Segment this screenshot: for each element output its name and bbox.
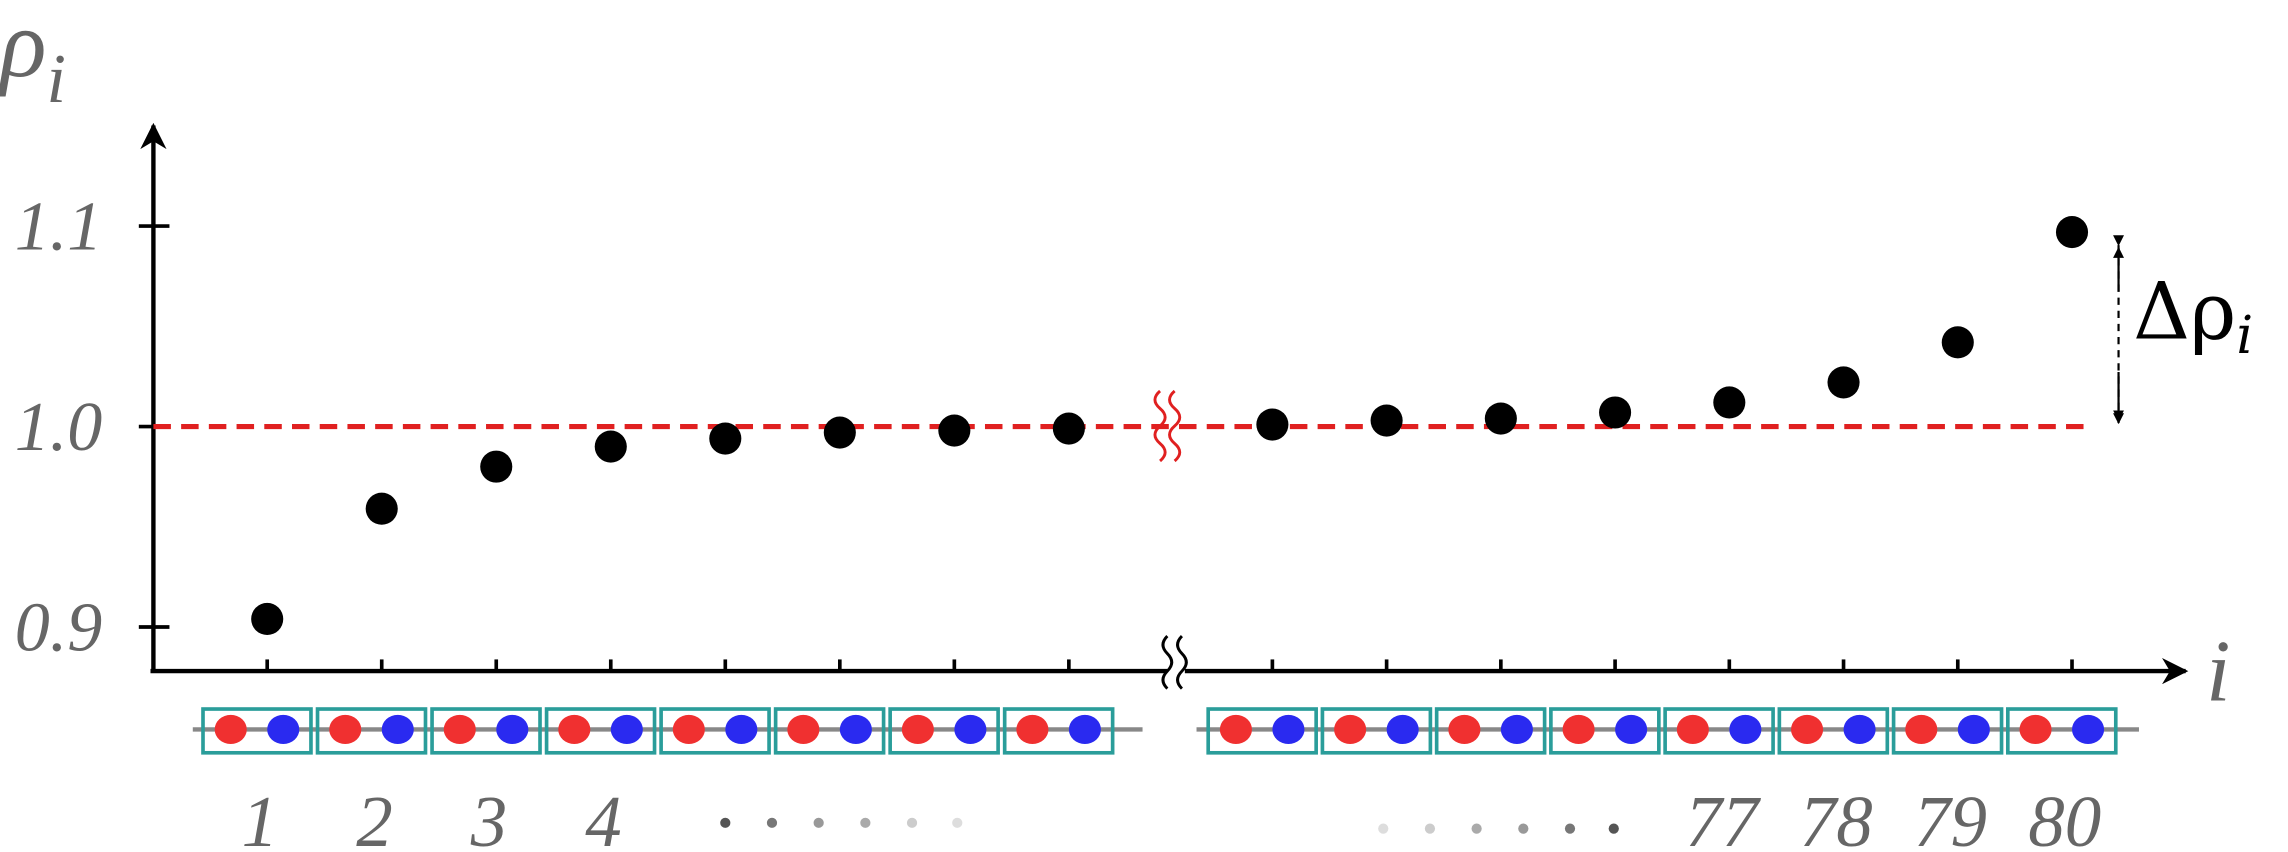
molecule-box	[544, 707, 657, 755]
molecule-box	[773, 707, 886, 755]
molecule-box	[1320, 707, 1433, 755]
y-tick-label: 1.0	[15, 389, 103, 466]
atom-red	[443, 714, 476, 745]
point	[1713, 386, 1746, 419]
atom-red	[787, 714, 820, 745]
point	[480, 450, 513, 483]
x-tick-label: 1	[242, 781, 278, 852]
x-tick-label: 2	[356, 781, 392, 852]
molecule-box	[315, 707, 428, 755]
dot	[952, 817, 963, 828]
atom-blue	[1843, 714, 1876, 745]
atom-blue	[725, 714, 758, 745]
point	[1370, 404, 1403, 437]
axis-break	[1161, 635, 1188, 690]
atom-red	[1562, 714, 1595, 745]
x-tick-label: 4	[585, 781, 621, 852]
annotation-symbol: Δρ	[2133, 265, 2236, 357]
point	[1484, 402, 1517, 435]
dot	[1378, 823, 1389, 834]
molecule-box	[430, 707, 542, 755]
molecule-box	[659, 707, 771, 755]
atom-blue	[1729, 714, 1762, 745]
point	[365, 492, 398, 525]
ellipsis	[720, 817, 1619, 834]
annotation: Δρi	[2133, 265, 2253, 366]
atom-red	[1016, 714, 1049, 745]
atom-red	[1219, 714, 1252, 745]
atom-red	[329, 714, 362, 745]
atom-blue	[1957, 714, 1990, 745]
point	[709, 422, 742, 455]
point	[1599, 396, 1632, 429]
molecule-box	[1002, 707, 1115, 755]
atom-red	[1676, 714, 1709, 745]
atom-red	[1448, 714, 1481, 745]
dot	[1608, 823, 1619, 834]
atom-blue	[1386, 714, 1419, 745]
atom-blue	[496, 714, 529, 745]
atom-blue	[267, 714, 300, 745]
molecule-box	[1206, 707, 1318, 755]
dot	[813, 817, 824, 828]
molecule-box	[1549, 707, 1661, 755]
x-tick-label: 78	[1800, 781, 1873, 852]
molecule-box	[888, 707, 1000, 755]
dot	[1564, 823, 1576, 834]
dot	[720, 817, 731, 828]
atom-red	[1791, 714, 1824, 745]
atom-red	[2019, 714, 2052, 745]
point	[1827, 366, 1860, 399]
atom-blue	[610, 714, 643, 745]
molecule-box	[1891, 707, 2004, 755]
molecule-box	[2005, 707, 2118, 755]
dot	[906, 817, 918, 828]
molecule-box	[1663, 707, 1775, 755]
atom-red	[672, 714, 705, 745]
y-tick-label: 1.1	[15, 188, 103, 265]
point	[938, 414, 971, 447]
atom-blue	[1500, 714, 1533, 745]
atom-blue	[839, 714, 872, 745]
point	[1256, 408, 1289, 441]
dot	[1518, 823, 1529, 834]
x-tick-label: 80	[2028, 781, 2101, 852]
point	[594, 430, 627, 463]
x-axis-label: i	[2206, 622, 2230, 719]
annotation-subscript: i	[2236, 305, 2253, 366]
y-label-symbol: ρ	[0, 0, 46, 97]
point	[2055, 216, 2089, 249]
point	[251, 602, 284, 636]
atom-red	[1905, 714, 1938, 745]
atom-red	[901, 714, 934, 745]
atom-blue	[954, 714, 987, 745]
atom-red	[214, 714, 247, 745]
dot	[766, 817, 778, 828]
y-label-subscript: i	[46, 41, 65, 118]
y-axis-label: ρi	[0, 0, 66, 118]
atom-blue	[2072, 714, 2105, 745]
point	[1941, 326, 1974, 359]
x-tick-label: 3	[470, 781, 507, 852]
x-tick-label: 79	[1914, 781, 1987, 852]
atom-blue	[1272, 714, 1305, 745]
point	[823, 416, 856, 449]
atom-blue	[1615, 714, 1648, 745]
dot	[860, 817, 871, 828]
atom-red	[1334, 714, 1367, 745]
atom-blue	[1068, 714, 1101, 745]
dot	[1471, 823, 1482, 834]
molecule-box	[201, 707, 313, 755]
dot	[1424, 823, 1436, 834]
x-tick-label: 77	[1686, 781, 1761, 852]
y-tick-label: 0.9	[15, 589, 103, 666]
atom-blue	[381, 714, 414, 745]
atom-red	[558, 714, 591, 745]
molecule-box	[1777, 707, 1890, 755]
point	[1052, 412, 1085, 445]
molecule-box	[1434, 707, 1547, 755]
